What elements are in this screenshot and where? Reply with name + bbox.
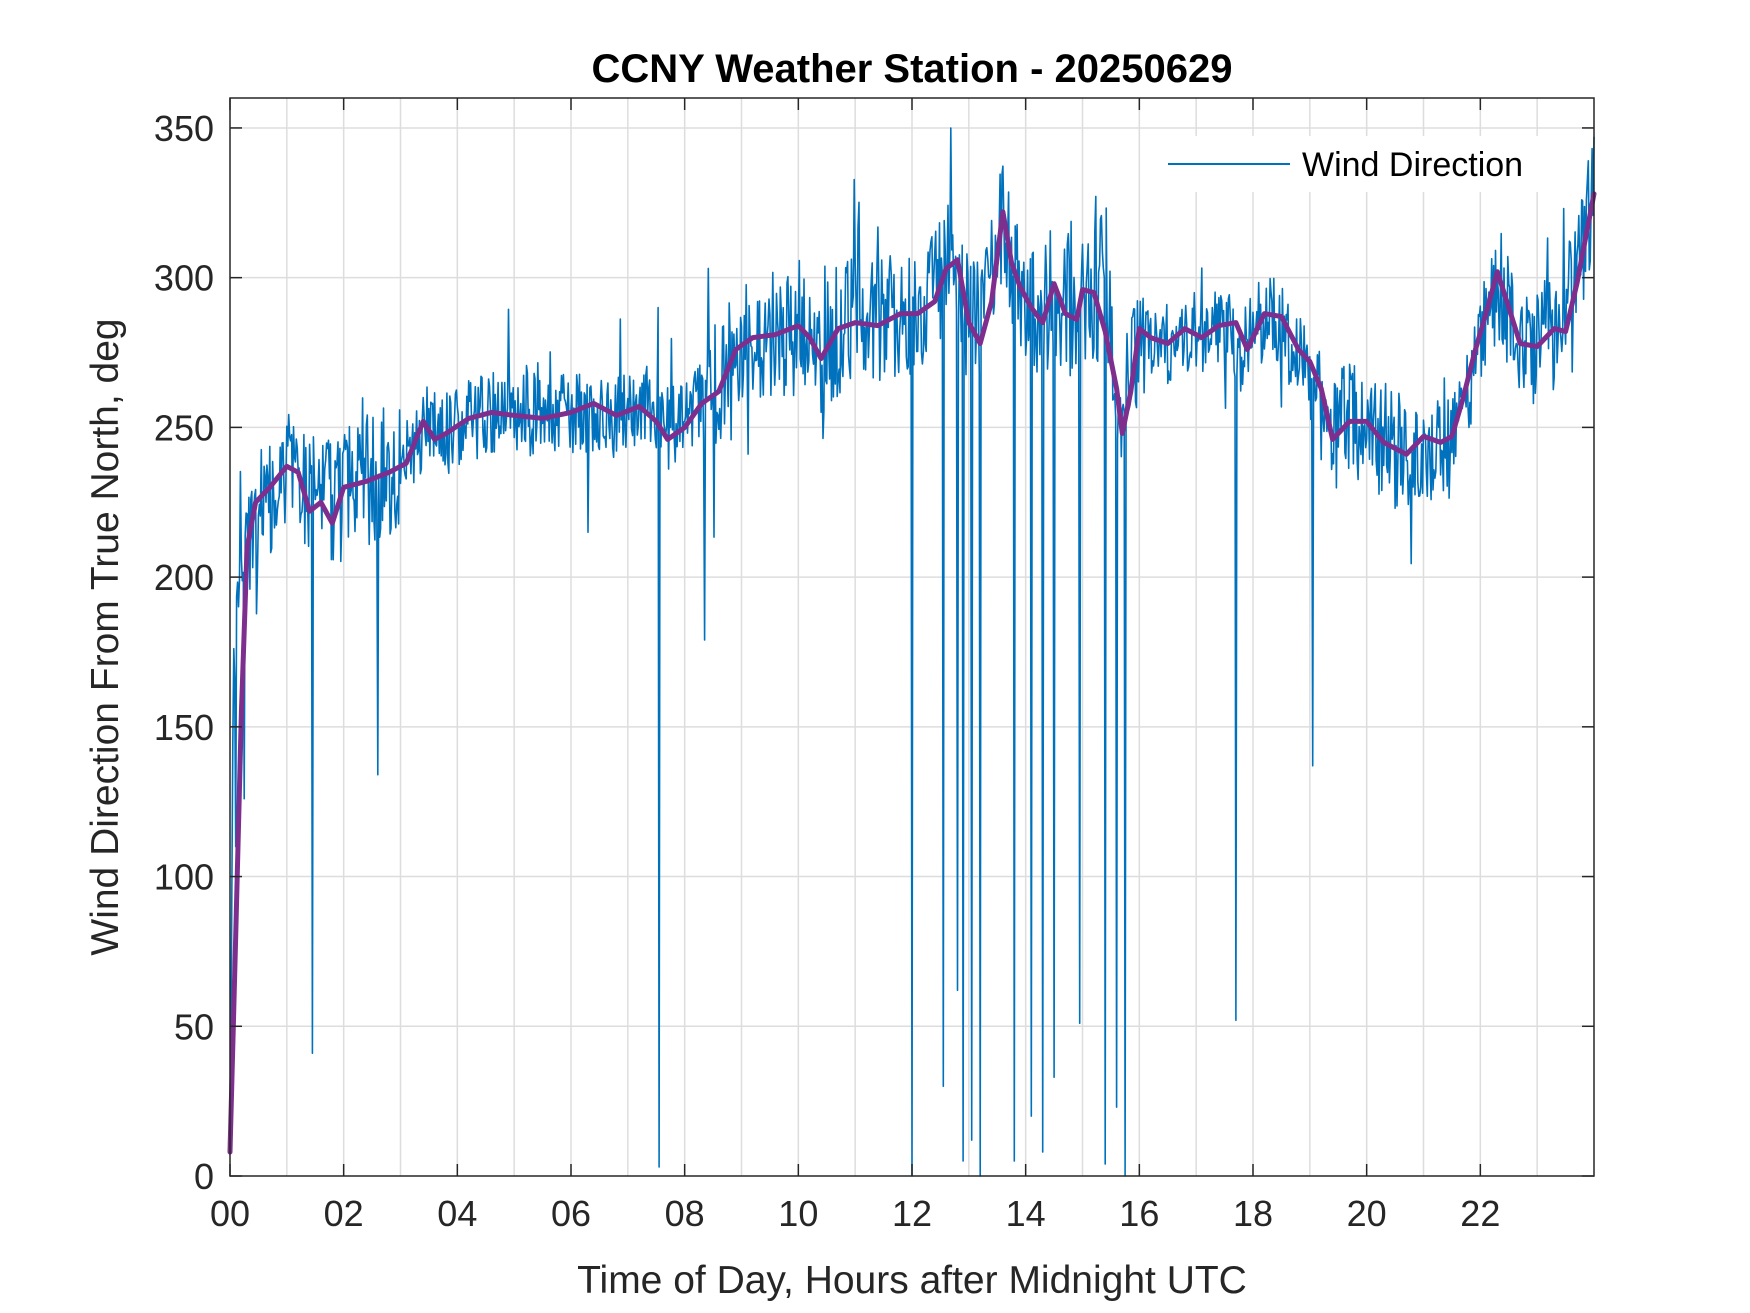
chart-title: CCNY Weather Station - 20250629	[592, 47, 1233, 91]
x-tick-label: 22	[1460, 1193, 1500, 1234]
y-tick-label: 250	[154, 407, 214, 448]
x-tick-label: 14	[1006, 1193, 1046, 1234]
y-tick-label: 350	[154, 108, 214, 149]
axis-ticks	[229, 98, 1594, 1177]
x-tick-label: 16	[1119, 1193, 1159, 1234]
x-tick-label: 02	[324, 1193, 364, 1234]
y-tick-label: 100	[154, 857, 214, 898]
x-tick-label: 10	[778, 1193, 818, 1234]
series-line-smoothed	[227, 191, 1597, 1155]
y-tick-label: 50	[174, 1006, 214, 1047]
x-tick-labels: 00 02 04 06 08 10 12 14 16 18 20 22	[210, 1193, 1500, 1234]
x-tick-label: 08	[665, 1193, 705, 1234]
smoothed-series-layer	[227, 191, 1597, 1155]
y-tick-labels: 0 50 100 150 200 250 300 350	[154, 108, 214, 1197]
y-tick-label: 200	[154, 557, 214, 598]
y-tick-label: 150	[154, 707, 214, 748]
x-tick-label: 20	[1347, 1193, 1387, 1234]
x-tick-label: 12	[892, 1193, 932, 1234]
x-tick-label: 04	[437, 1193, 477, 1234]
x-tick-label: 18	[1233, 1193, 1273, 1234]
x-tick-label: 00	[210, 1193, 250, 1234]
y-tick-label: 300	[154, 258, 214, 299]
y-tick-label: 0	[194, 1156, 214, 1197]
x-axis-label: Time of Day, Hours after Midnight UTC	[577, 1259, 1247, 1302]
y-axis-label: Wind Direction From True North, deg	[84, 318, 127, 955]
legend: Wind Direction	[1158, 136, 1550, 192]
x-tick-label: 06	[551, 1193, 591, 1234]
legend-label-wind-direction: Wind Direction	[1302, 146, 1523, 184]
